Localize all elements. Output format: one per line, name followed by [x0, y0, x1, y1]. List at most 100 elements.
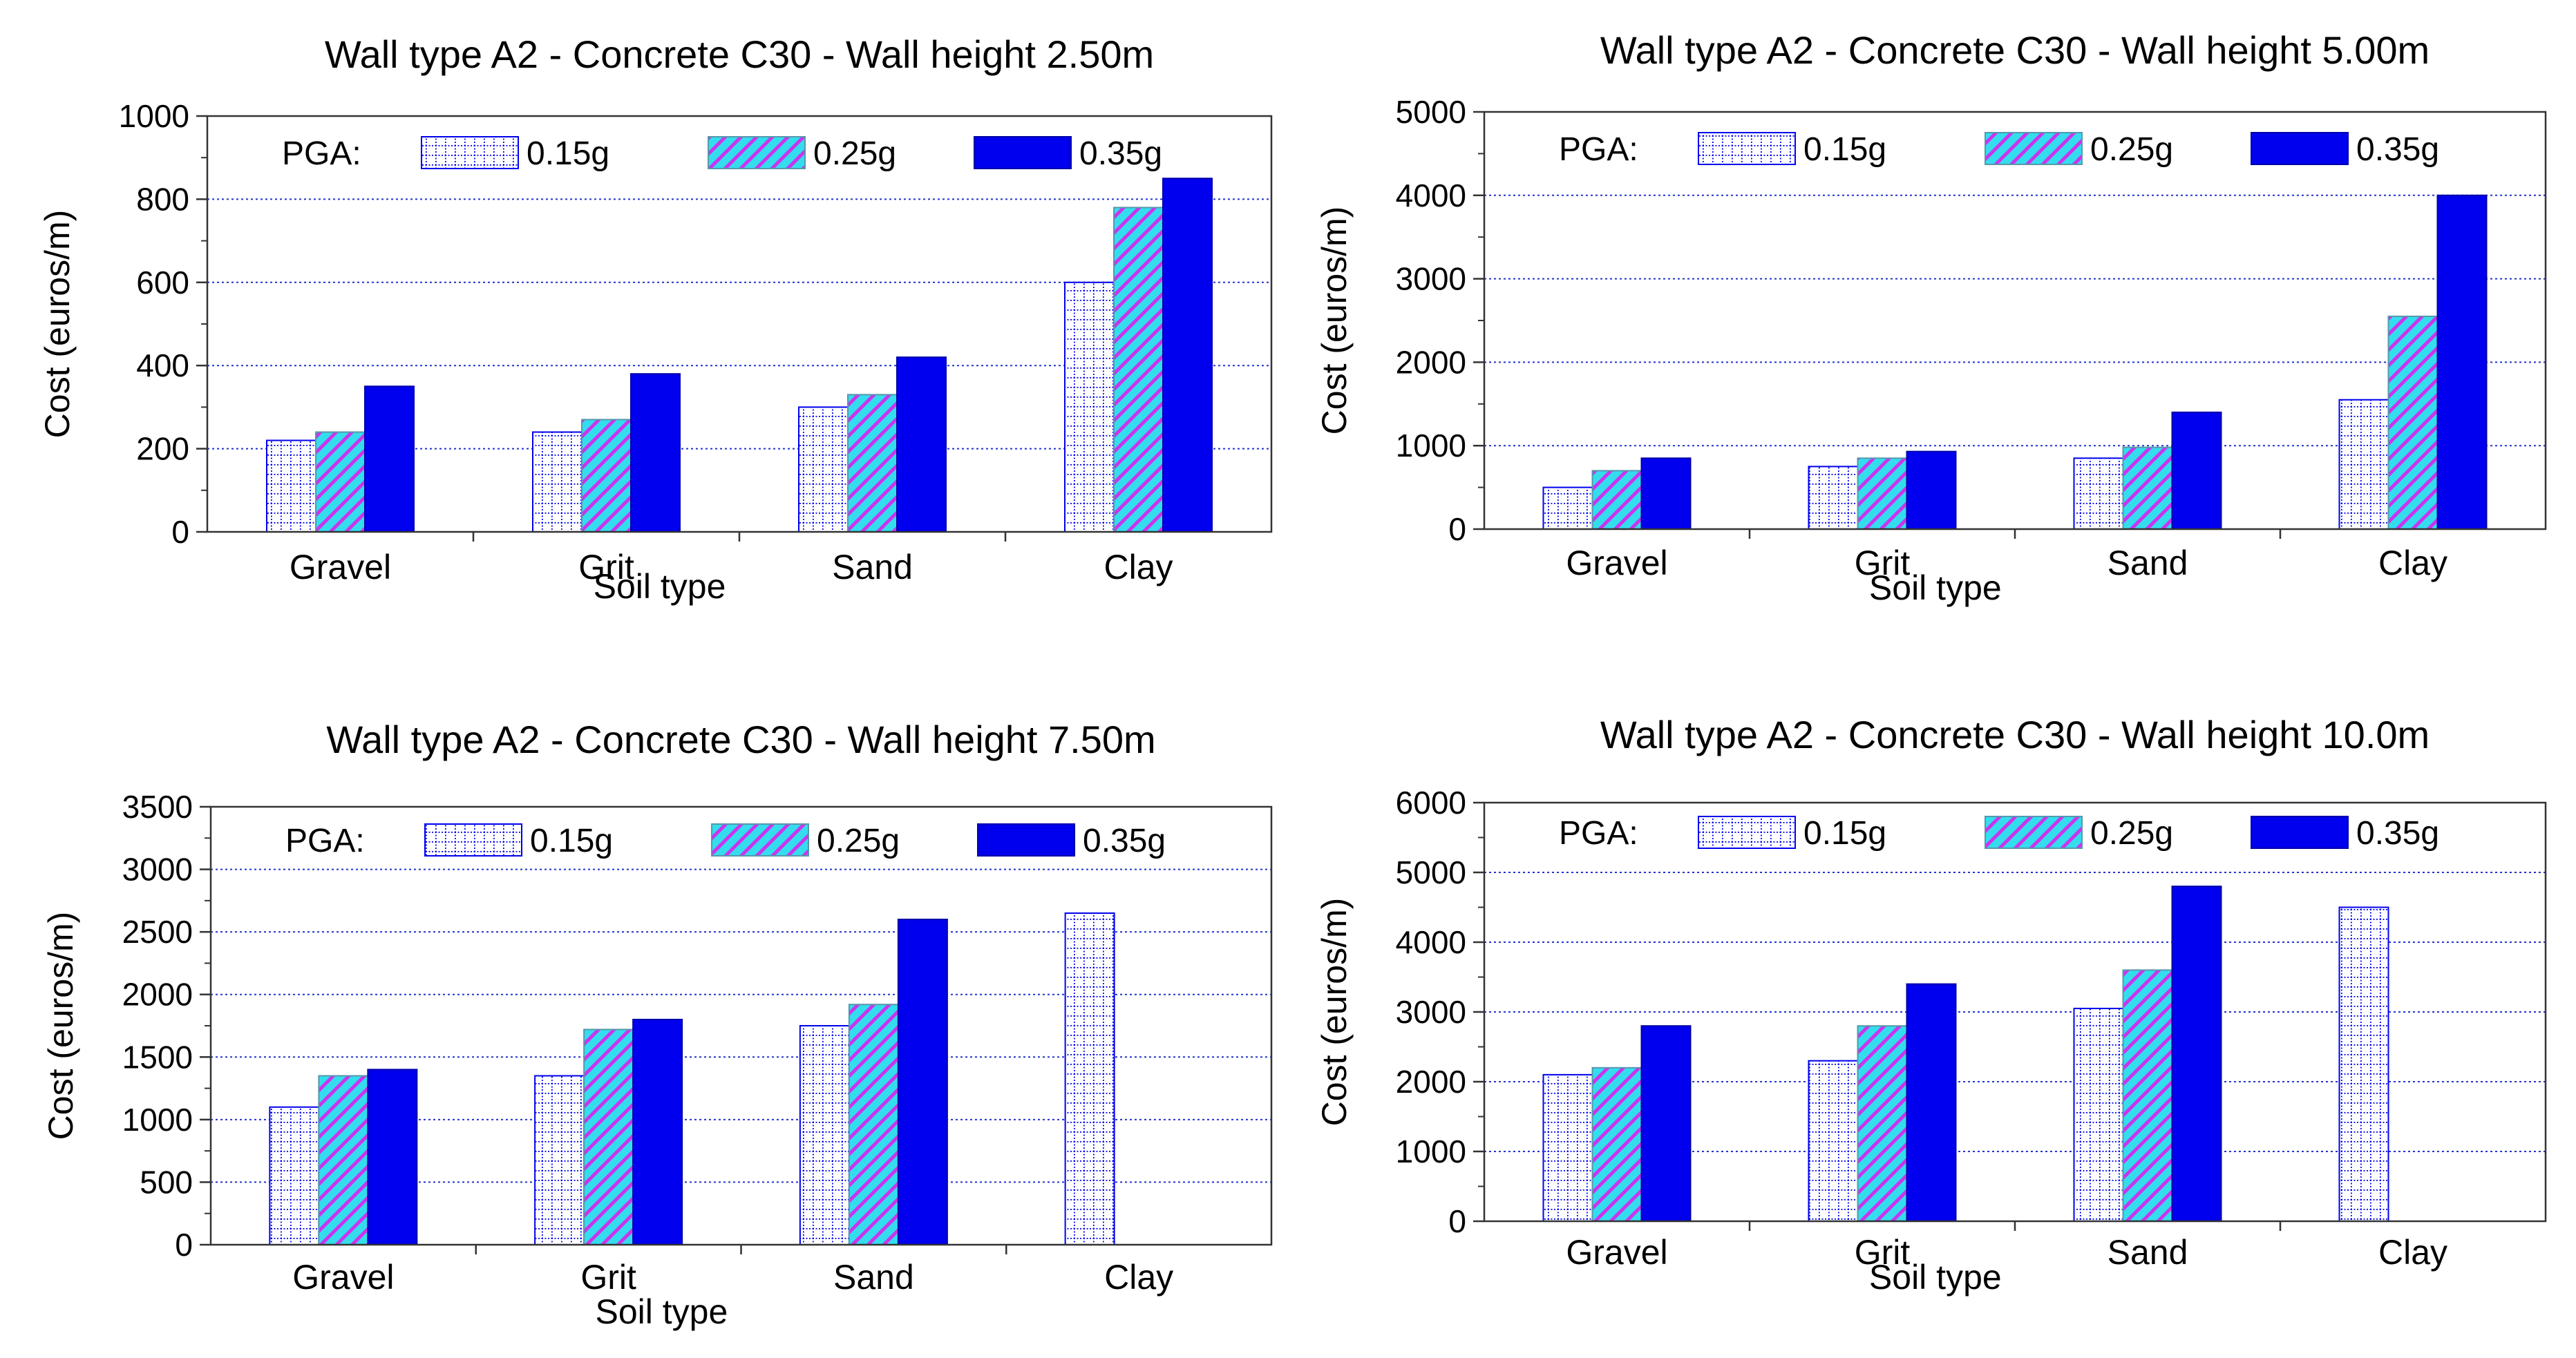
- bar-0.25g-gravel: [318, 1075, 369, 1246]
- bar-0.15g-grit: [1808, 1060, 1859, 1222]
- x-tick-label: Grit: [1855, 544, 1911, 582]
- y-tick-label: 0: [1448, 1203, 1466, 1239]
- legend-label: 0.35g: [1083, 823, 1166, 859]
- bar-0.15g-gravel: [269, 1106, 320, 1245]
- legend-swatch-0.35g: [2251, 132, 2349, 165]
- x-tick-label: Clay: [1104, 1258, 1173, 1297]
- bar-0.35g-grit: [632, 1018, 683, 1245]
- legend-swatch-0.15g: [421, 136, 519, 169]
- bar-0.35g-gravel: [364, 385, 415, 533]
- y-tick-label: 3000: [1396, 261, 1466, 297]
- legend-swatch-0.35g: [974, 136, 1072, 169]
- legend: PGA: 0.15g 0.25g 0.35g: [1559, 815, 2439, 852]
- x-tick-label: Grit: [1855, 1233, 1911, 1272]
- legend-label: 0.15g: [1803, 131, 1886, 168]
- legend-label: 0.25g: [813, 135, 896, 172]
- x-axis-label: Soil type: [1869, 1258, 2002, 1297]
- chart-title: Wall type A2 - Concrete C30 - Wall heigh…: [1600, 28, 2430, 72]
- bar-0.35g-sand: [2171, 411, 2222, 530]
- x-tick-label: Gravel: [1566, 1233, 1667, 1272]
- chart-title: Wall type A2 - Concrete C30 - Wall heigh…: [326, 718, 1155, 761]
- bar-0.35g-clay: [2436, 194, 2488, 530]
- legend-label: 0.35g: [1079, 135, 1162, 172]
- bar-0.35g-grit: [1906, 450, 1957, 530]
- y-tick-label: 5000: [1396, 94, 1466, 130]
- bar-0.15g-gravel: [1542, 1073, 1593, 1223]
- bar-0.35g-sand: [897, 919, 948, 1245]
- y-tick-label: 3000: [1396, 994, 1466, 1030]
- x-tick-label: Clay: [2378, 1233, 2447, 1272]
- bar-0.35g-grit: [630, 373, 681, 533]
- y-tick-label: 800: [136, 181, 189, 217]
- y-tick-label: 200: [136, 431, 189, 467]
- bar-0.35g-gravel: [1640, 1025, 1692, 1222]
- bar-0.15g-grit: [534, 1075, 585, 1246]
- legend-swatch-0.25g: [711, 823, 809, 857]
- x-axis-label: Soil type: [594, 567, 726, 606]
- bar-0.35g-gravel: [1640, 457, 1692, 530]
- bar-0.15g-gravel: [1542, 486, 1593, 530]
- legend-swatch-0.35g: [2251, 816, 2349, 849]
- y-tick-label: 4000: [1396, 178, 1466, 213]
- legend: PGA: 0.15g 0.25g 0.35g: [1559, 131, 2439, 168]
- x-tick-label: Sand: [2108, 1233, 2188, 1272]
- y-tick-label: 600: [136, 265, 189, 300]
- x-tick-label: Grit: [578, 548, 634, 586]
- y-tick-label: 2000: [122, 977, 193, 1013]
- legend-label: 0.15g: [530, 823, 613, 859]
- legend-swatch-0.15g: [1698, 816, 1796, 849]
- legend-label: 0.35g: [2356, 815, 2439, 852]
- legend-label: 0.25g: [2090, 815, 2173, 852]
- y-tick-label: 4000: [1396, 924, 1466, 960]
- x-tick-label: Clay: [1104, 548, 1173, 586]
- bar-0.35g-sand: [2171, 886, 2222, 1222]
- y-tick-label: 1000: [1396, 1134, 1466, 1169]
- y-axis-label: Cost (euros/m): [41, 912, 80, 1140]
- y-tick-label: 2000: [1396, 1064, 1466, 1100]
- y-tick-label: 1000: [1396, 428, 1466, 463]
- x-tick-label: Grit: [580, 1258, 636, 1297]
- bar-0.15g-clay: [1064, 912, 1115, 1245]
- x-tick-label: Sand: [832, 548, 913, 586]
- y-tick-label: 1500: [122, 1039, 193, 1075]
- x-tick-label: Sand: [833, 1258, 914, 1297]
- legend-title: PGA:: [1559, 131, 1638, 168]
- bar-0.15g-clay: [2338, 906, 2389, 1222]
- legend-label: 0.25g: [817, 823, 900, 859]
- y-tick-label: 3500: [122, 789, 193, 825]
- x-tick-label: Gravel: [1566, 544, 1667, 582]
- y-tick-label: 0: [175, 1227, 193, 1263]
- x-tick-label: Clay: [2378, 544, 2447, 582]
- y-tick-label: 6000: [1396, 785, 1466, 821]
- bar-0.25g-grit: [581, 419, 632, 533]
- bar-0.35g-gravel: [367, 1069, 418, 1246]
- y-tick-label: 2500: [122, 914, 193, 950]
- y-tick-label: 5000: [1396, 854, 1466, 890]
- bar-0.15g-grit: [1808, 466, 1859, 530]
- x-tick-label: Sand: [2108, 544, 2188, 582]
- legend-label: 0.15g: [1803, 815, 1886, 852]
- legend-swatch-0.15g: [424, 823, 522, 857]
- bar-0.25g-grit: [583, 1029, 634, 1246]
- legend-swatch-0.35g: [977, 823, 1075, 857]
- legend: PGA: 0.15g 0.25g 0.35g: [285, 823, 1166, 859]
- bar-0.15g-clay: [2338, 399, 2389, 530]
- legend-label: 0.25g: [2090, 131, 2173, 168]
- bar-0.15g-clay: [1064, 281, 1115, 533]
- legend-swatch-0.25g: [1985, 132, 2083, 165]
- bar-0.35g-grit: [1906, 983, 1957, 1222]
- bar-0.35g-clay: [1162, 178, 1213, 533]
- x-axis-label: Soil type: [1869, 568, 2002, 607]
- chart-title: Wall type A2 - Concrete C30 - Wall heigh…: [325, 32, 1154, 76]
- x-axis-label: Soil type: [595, 1292, 728, 1331]
- bar-0.15g-sand: [2073, 1007, 2124, 1222]
- x-tick-label: Gravel: [292, 1258, 394, 1297]
- y-tick-label: 500: [140, 1164, 193, 1200]
- bar-0.25g-gravel: [1591, 1067, 1642, 1223]
- y-tick-label: 0: [1448, 511, 1466, 547]
- legend-title: PGA:: [1559, 815, 1638, 852]
- legend-swatch-0.25g: [708, 136, 806, 169]
- legend-title: PGA:: [282, 135, 361, 172]
- bar-0.15g-sand: [798, 406, 849, 533]
